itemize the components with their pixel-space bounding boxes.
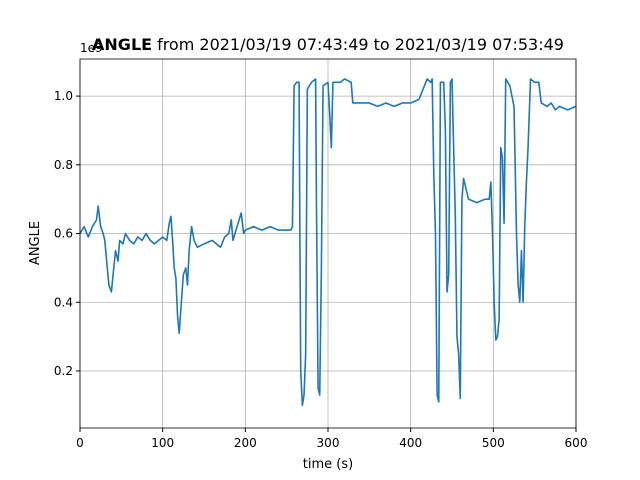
x-tick-label: 600 bbox=[565, 436, 588, 450]
chart-title: ANGLE from 2021/03/19 07:43:49 to 2021/03… bbox=[92, 35, 564, 54]
y-tick-label: 0.8 bbox=[54, 158, 73, 172]
y-tick-label: 0.2 bbox=[54, 364, 73, 378]
y-tick-label: 0.6 bbox=[54, 227, 73, 241]
x-tick-label: 100 bbox=[151, 436, 174, 450]
axes-frame bbox=[79, 58, 577, 429]
x-tick-label: 500 bbox=[482, 436, 505, 450]
data-line bbox=[79, 78, 577, 407]
x-label: time (s) bbox=[303, 457, 353, 472]
x-tick-label: 0 bbox=[76, 436, 84, 450]
y-tick-label: 0.4 bbox=[54, 295, 73, 309]
title-prefix: ANGLE bbox=[92, 35, 152, 54]
x-tick-label: 200 bbox=[234, 436, 257, 450]
x-tick-label: 300 bbox=[317, 436, 340, 450]
y-label: ANGLE bbox=[28, 221, 43, 265]
title-text: from 2021/03/19 07:43:49 to 2021/03/19 0… bbox=[157, 35, 564, 54]
x-tick-label: 400 bbox=[399, 436, 422, 450]
y-tick-label: 1.0 bbox=[54, 89, 73, 103]
y-offset: 1e9 bbox=[80, 41, 103, 55]
